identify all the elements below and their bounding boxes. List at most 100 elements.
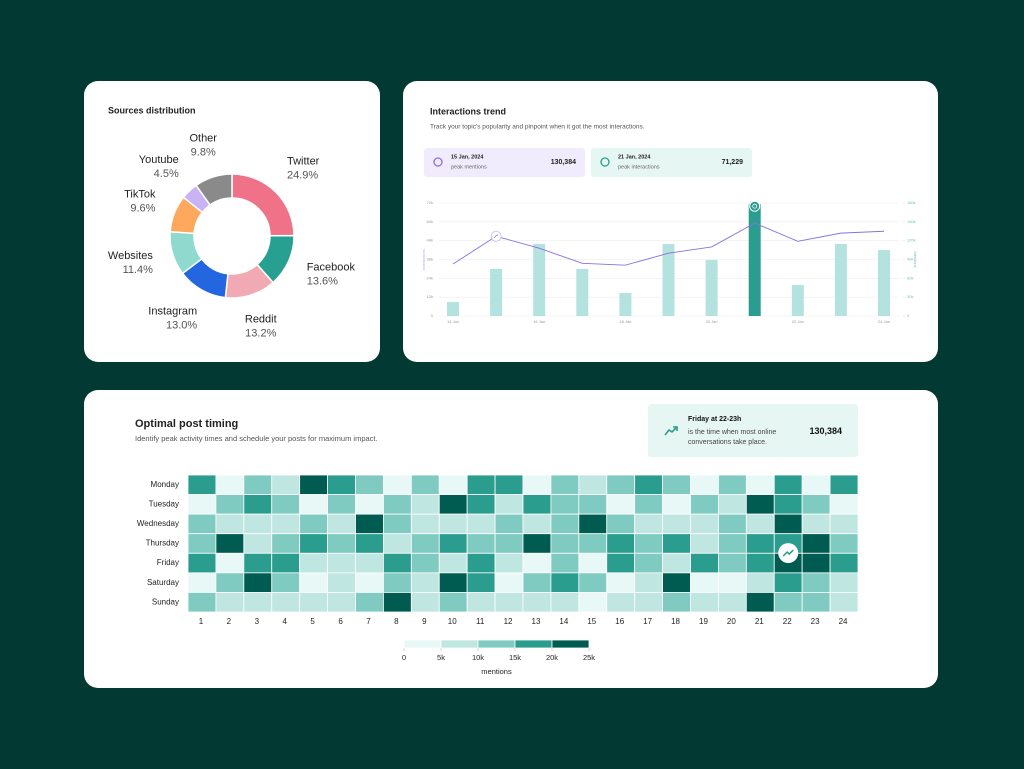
heat-cell: [773, 513, 803, 535]
heat-cell: [829, 552, 859, 574]
heat-cell: [383, 572, 412, 593]
row-label: Sunday: [152, 597, 179, 606]
y-tick-label: 48k: [427, 238, 433, 243]
heat-cell: [187, 494, 217, 515]
x-tick-label: 22 Jan: [792, 319, 804, 324]
heat-cell: [690, 572, 719, 593]
heat-cell: [438, 592, 468, 613]
heat-cell: [801, 552, 831, 574]
heat-cell: [299, 592, 328, 613]
peak-time-text: is the time when most online conversatio…: [688, 429, 777, 446]
y2-tick-label: 120k: [907, 238, 916, 243]
x-tick-label: 16 Jan: [533, 319, 545, 324]
heat-cell: [215, 494, 245, 515]
heat-cell: [355, 592, 384, 613]
legend-swatch: [551, 639, 590, 649]
heat-cell: [299, 513, 328, 535]
heat-cell: [355, 474, 384, 495]
heat-cell: [466, 513, 496, 535]
heat-cell: [745, 552, 775, 574]
chart-title: Interactions trend: [430, 106, 506, 116]
heat-cell: [215, 533, 245, 554]
heat-cell: [494, 552, 524, 574]
highlight-icon: [433, 157, 443, 167]
slice-value-label: 24.9%: [287, 170, 318, 182]
y-tick-label: 72k: [427, 200, 433, 205]
y-tick-label: 0: [431, 313, 434, 318]
heat-cell: [606, 474, 636, 495]
heat-cell: [634, 533, 663, 554]
heat-cell: [215, 474, 245, 495]
heat-cell: [494, 533, 524, 554]
heat-cell: [690, 474, 719, 495]
heat-cell: [773, 494, 803, 515]
heat-cell: [243, 572, 273, 593]
heat-cell: [690, 533, 719, 554]
slice-value-label: 13.6%: [307, 276, 338, 288]
pie-slice: [231, 173, 295, 237]
heat-cell: [578, 533, 608, 554]
bar: [490, 268, 503, 316]
heat-cell: [634, 572, 663, 593]
heat-cell: [299, 572, 328, 593]
heat-cell: [355, 494, 384, 515]
heat-cell: [718, 533, 747, 554]
heat-cell: [801, 592, 831, 613]
heat-cell: [829, 533, 859, 554]
heat-cell: [327, 494, 356, 515]
column-label: 16: [615, 617, 624, 626]
heat-cell: [215, 572, 245, 593]
slice-label: Facebook: [307, 262, 356, 274]
x-tick-label: 18 Jan: [619, 319, 631, 324]
heat-cell: [634, 552, 663, 574]
chart-title: Optimal post timing: [135, 418, 238, 430]
heat-cell: [801, 533, 831, 554]
heat-cell: [327, 572, 356, 593]
legend-title: mentions: [481, 667, 512, 676]
heat-cell: [327, 474, 356, 495]
slice-value-label: 4.5%: [154, 168, 179, 180]
heat-cell: [578, 572, 608, 593]
column-label: 1: [199, 617, 204, 626]
heat-cell: [662, 592, 691, 613]
y2-tick-label: 30k: [907, 294, 913, 299]
heat-cell: [243, 474, 273, 495]
heat-cell: [410, 494, 440, 515]
pie-slice: [195, 173, 233, 207]
y-tick-label: 24k: [427, 275, 433, 280]
heat-cell: [383, 513, 412, 535]
row-label: Saturday: [147, 578, 179, 587]
y2-tick-label: 90k: [907, 257, 913, 262]
column-label: 23: [811, 617, 820, 626]
y-tick-label: 12k: [427, 294, 433, 299]
heat-cell: [187, 572, 217, 593]
legend-tick-label: 10k: [472, 653, 484, 662]
column-label: 3: [255, 617, 260, 626]
heat-cell: [690, 513, 719, 535]
heat-cell: [829, 572, 859, 593]
slice-label: Other: [189, 132, 217, 144]
bar: [533, 243, 546, 316]
bar: [791, 284, 804, 316]
heat-cell: [718, 513, 747, 535]
slice-value-label: 13.2%: [245, 327, 276, 339]
slice-value-label: 13.0%: [166, 320, 197, 332]
heat-cell: [494, 494, 524, 515]
legend-swatch: [477, 639, 516, 649]
heat-cell: [718, 552, 747, 574]
heat-cell: [383, 592, 412, 613]
heat-cell: [773, 474, 803, 495]
heat-cell: [550, 592, 580, 613]
legend-tick-label: 15k: [509, 653, 521, 662]
heat-cell: [829, 592, 859, 613]
heat-cell: [801, 513, 831, 535]
heat-cell: [466, 474, 496, 495]
y2-tick-label: 180k: [907, 200, 916, 205]
chart-subtitle: Track your topic's popularity and pinpoi…: [430, 124, 645, 131]
column-label: 13: [532, 617, 541, 626]
heat-cell: [606, 494, 636, 515]
heat-cell: [606, 533, 636, 554]
column-label: 22: [783, 617, 792, 626]
bar: [447, 302, 459, 316]
